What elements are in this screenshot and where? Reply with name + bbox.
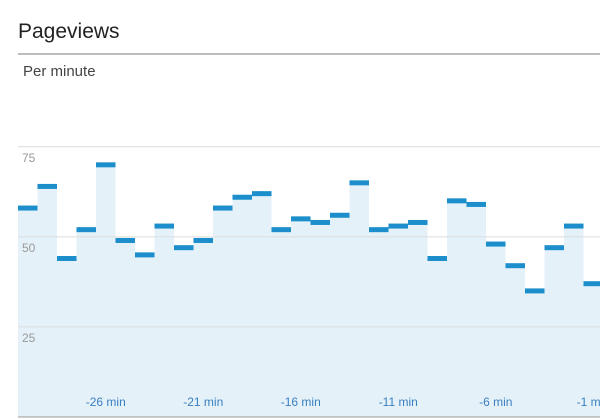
x-tick-label: -21 min [183,395,223,409]
bar-cap [213,205,233,211]
bar-cap [174,245,194,251]
y-tick-label: 75 [22,151,36,165]
bar-cap [388,223,408,229]
bar [193,240,213,417]
bar-cap [466,201,486,207]
bar-cap [310,219,330,225]
bar [427,258,447,417]
bar-cap [96,162,116,168]
x-tick-label: -6 min [479,395,512,409]
bar-cap [232,194,252,200]
bar [115,240,135,417]
bar [154,226,174,417]
y-tick-label: 50 [22,241,36,255]
x-tick-label: -26 min [86,395,126,409]
bar [310,222,330,417]
bar-cap [583,281,600,287]
bar [447,200,467,417]
bar [369,229,389,417]
x-tick-label: -1 min [577,395,600,409]
bar [271,229,291,417]
panel-title: Pageviews [18,20,120,43]
bar [213,208,233,417]
bar-cap [544,245,564,251]
bar-cap [57,255,77,261]
panel-subtitle: Per minute [23,63,96,80]
bar [135,254,155,417]
bar-cap [408,219,428,225]
divider [18,53,600,55]
bar [544,247,564,417]
bar [505,265,525,417]
bar-cap [291,216,311,222]
bar [96,164,116,417]
bar [57,258,77,417]
bar-cap [447,198,467,204]
bar-cap [369,227,389,233]
bar [349,182,369,417]
bar [486,244,506,417]
bar [583,283,600,417]
bar-cap [427,255,447,261]
bar-cap [115,237,135,243]
bar-cap [252,191,272,197]
bar [408,222,428,417]
bar-cap [330,212,350,218]
bar-cap [193,237,213,243]
bar [174,247,194,417]
bar [330,215,350,417]
bar-cap [76,227,96,233]
bar [388,226,408,417]
bar-cap [154,223,174,229]
bar-cap [486,241,506,247]
bar-cap [505,263,525,269]
bar-cap [18,205,38,211]
bar [37,186,57,417]
bar [252,193,272,417]
y-tick-label: 25 [22,331,36,345]
bar [466,204,486,417]
bar-cap [525,288,545,294]
bar [291,218,311,417]
bar-cap [349,180,369,186]
bar [232,197,252,417]
bar-cap [37,183,57,189]
bar [564,226,584,417]
bar-cap [271,227,291,233]
bar-cap [135,252,155,258]
bar-cap [564,223,584,229]
bar [18,208,38,417]
bar [525,290,545,417]
x-tick-label: -16 min [281,395,321,409]
x-tick-label: -11 min [379,395,418,409]
bar [76,229,96,417]
